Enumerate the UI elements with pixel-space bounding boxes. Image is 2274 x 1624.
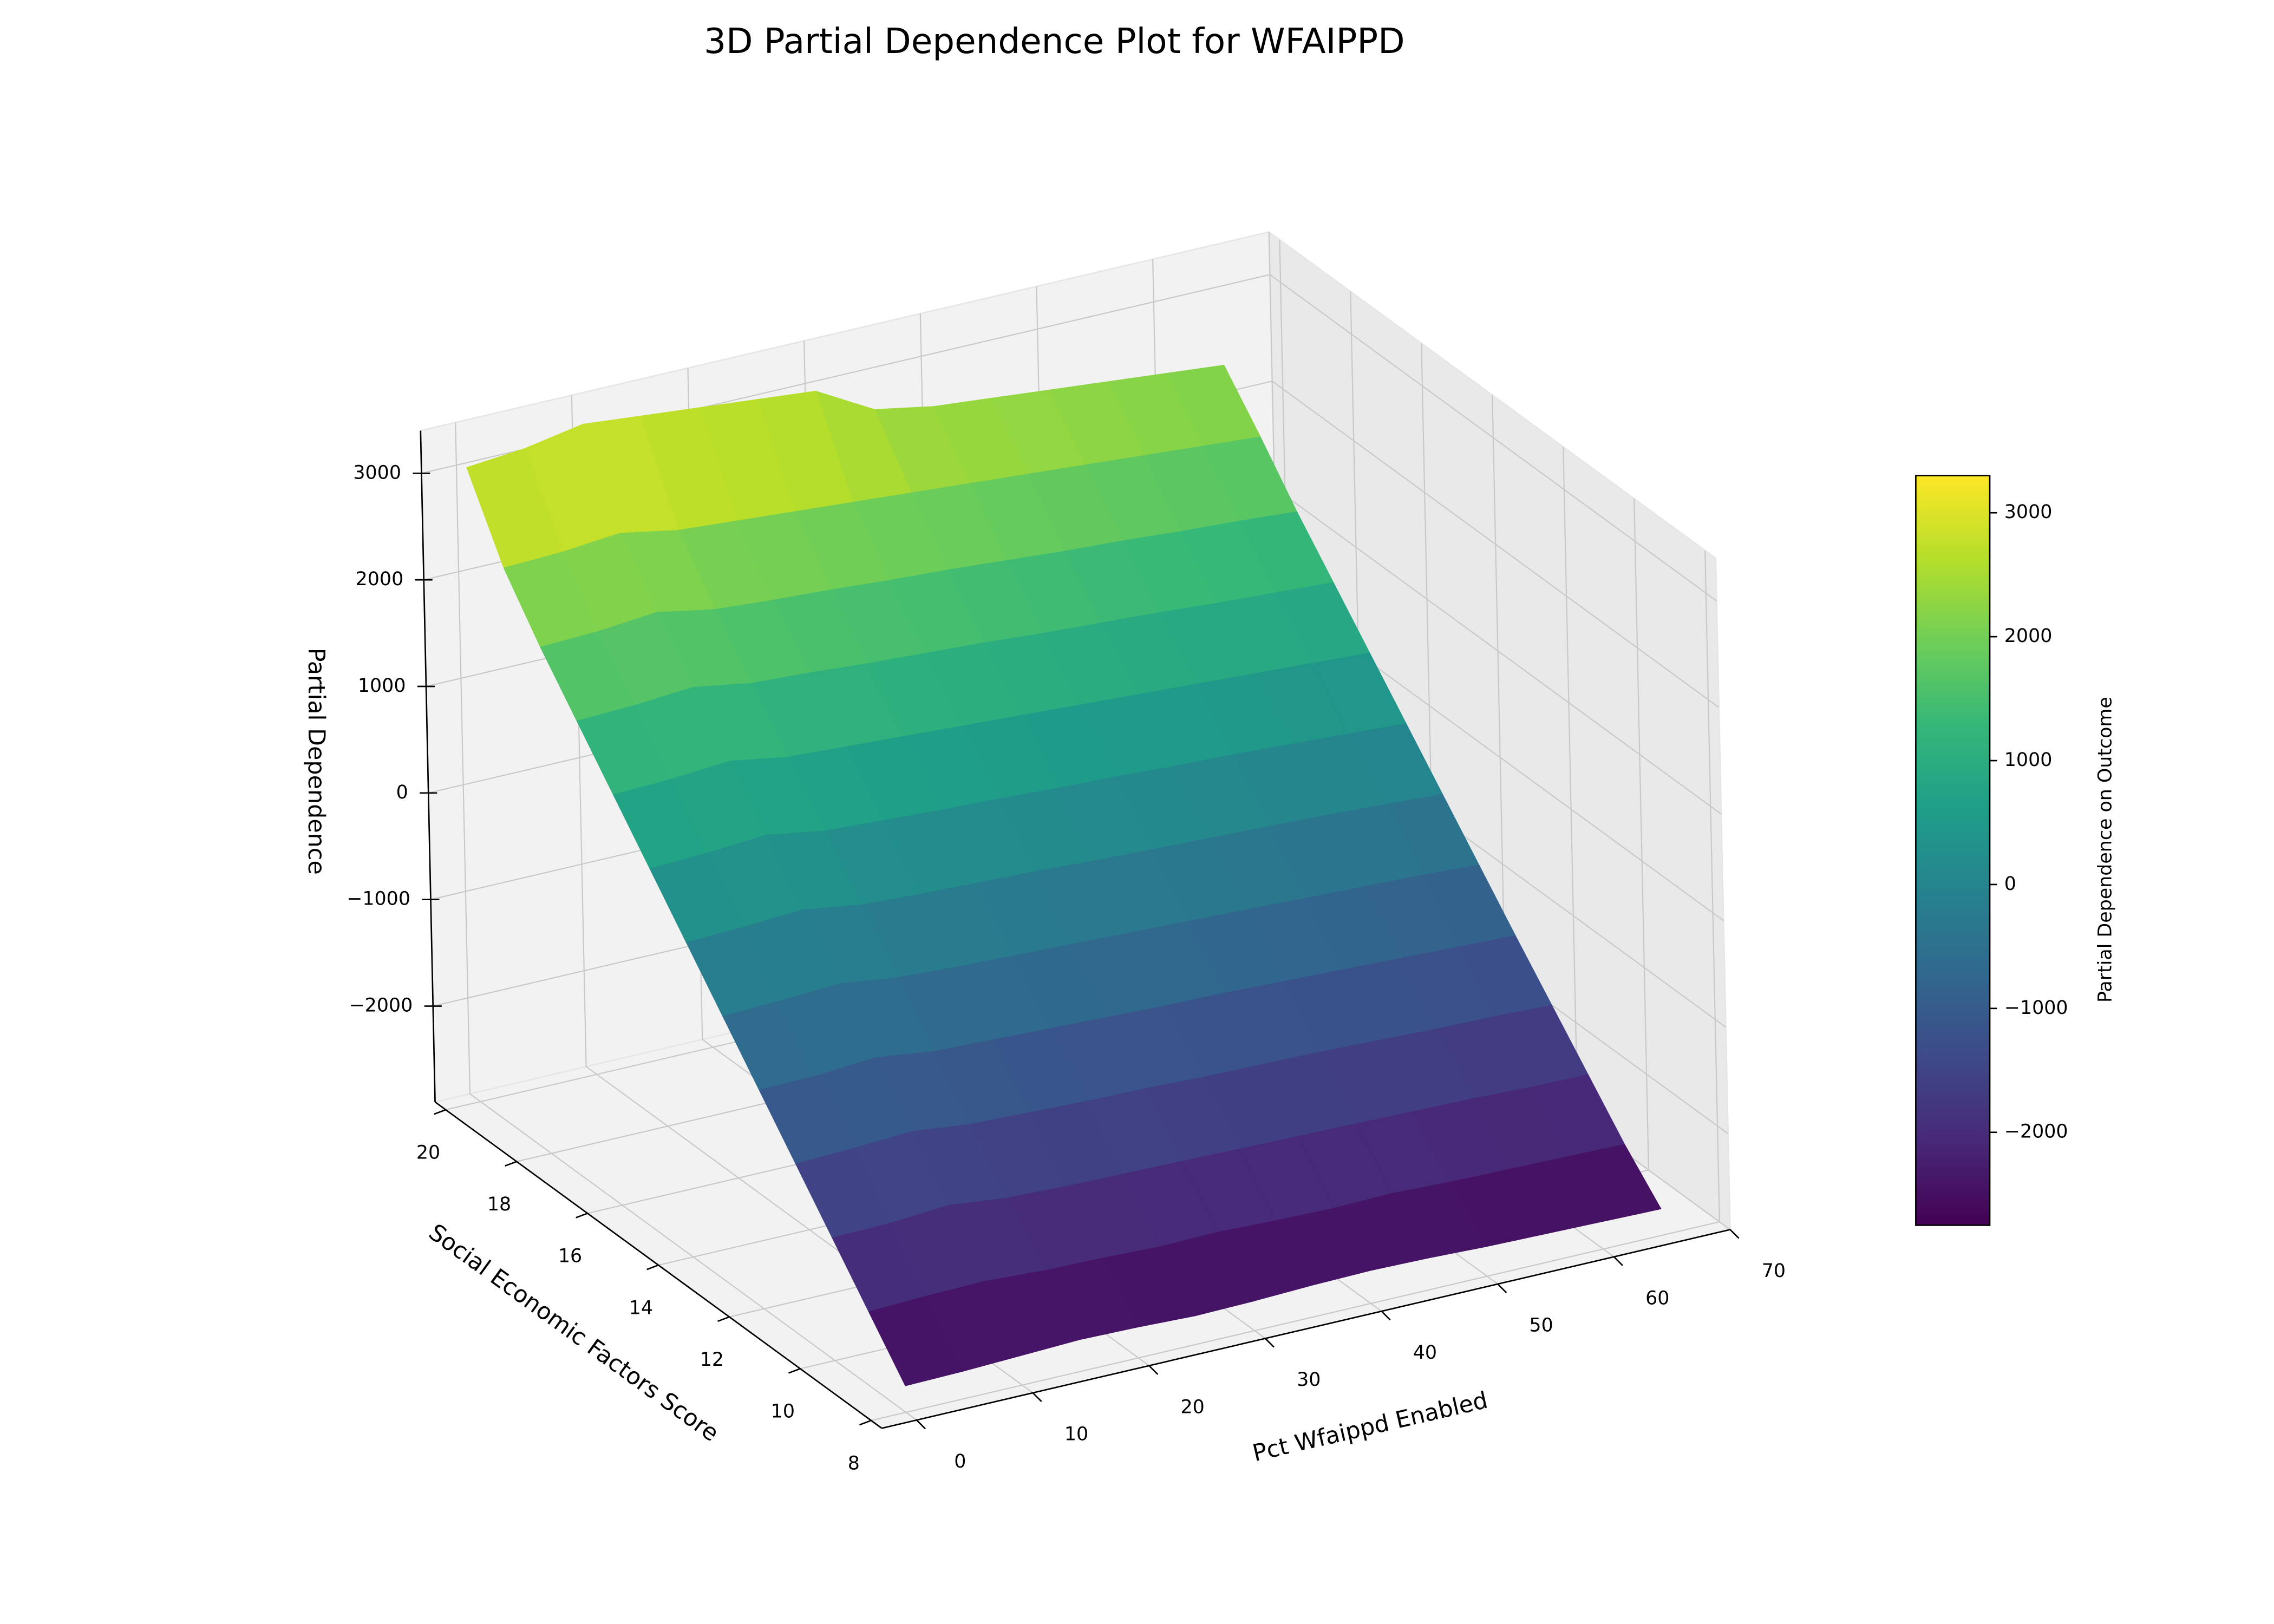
z-tick-label: 3000	[353, 462, 401, 483]
y-tick-label: 16	[558, 1246, 582, 1267]
tick-mark	[859, 1419, 872, 1426]
x-tick-label: 50	[1529, 1315, 1553, 1337]
colorbar-label: Partial Dependence on Outcome	[2094, 697, 2116, 1003]
z-axis-line	[420, 430, 436, 1102]
colorbar-tick-label: −1000	[2004, 997, 2068, 1019]
z-tick-label: −1000	[347, 888, 410, 910]
tick-mark	[1613, 1256, 1623, 1266]
y-axis-line	[434, 1101, 883, 1429]
z-tick-label: 1000	[358, 675, 406, 697]
surface	[466, 364, 1662, 1386]
grid-line	[455, 422, 917, 1421]
x-tick-label: 40	[1413, 1342, 1437, 1364]
colorbar-tick-label: 2000	[2004, 625, 2053, 647]
tick-mark	[1264, 1338, 1275, 1348]
y-tick-label: 12	[700, 1349, 724, 1371]
x-tick-label: 70	[1762, 1260, 1786, 1282]
x-tick-label: 0	[954, 1451, 966, 1472]
x-tick-label: 30	[1297, 1369, 1321, 1391]
colorbar	[1915, 475, 1991, 1226]
chart-title: 3D Partial Dependence Plot for WFAIPPD	[704, 21, 1405, 62]
tick-mark	[434, 1109, 446, 1115]
x-tick-label: 60	[1645, 1287, 1669, 1309]
x-tick-label: 20	[1180, 1396, 1204, 1418]
grid-line	[871, 550, 1720, 1422]
tick-mark	[1148, 1365, 1159, 1375]
surface-patch	[868, 1295, 964, 1386]
x-tick-label: 10	[1064, 1424, 1088, 1445]
tick-mark	[1729, 1229, 1740, 1239]
tick-mark	[646, 1264, 659, 1271]
tick-mark	[1497, 1284, 1507, 1293]
colorbar-tick-label: 1000	[2004, 749, 2053, 771]
y-tick-label: 18	[487, 1194, 511, 1215]
tick-mark	[576, 1213, 588, 1219]
x-axis-label: Pct Wfaippd Enabled	[1250, 1387, 1491, 1468]
colorbar-tick-label: 0	[2004, 873, 2016, 895]
z-tick-label: −2000	[349, 995, 413, 1017]
tick-mark	[1032, 1392, 1042, 1403]
axes: 0 10 20 30 40 50 60 70 8 10 12 14 16 18 20 −2000 −1000 0 1…	[347, 430, 1786, 1474]
tick-mark	[916, 1419, 926, 1430]
tick-mark	[1381, 1311, 1391, 1321]
x-axis-line	[881, 1229, 1730, 1429]
z-axis-label: Partial Dependence	[303, 648, 330, 875]
y-tick-label: 20	[416, 1142, 440, 1163]
y-tick-label: 14	[629, 1297, 653, 1319]
tick-mark	[505, 1161, 517, 1167]
z-tick-label: 2000	[356, 568, 404, 590]
y-tick-label: 10	[771, 1401, 795, 1423]
y-tick-label: 8	[848, 1452, 860, 1474]
colorbar-tick-label: −2000	[2004, 1121, 2068, 1143]
colorbar-tick-label: 3000	[2004, 501, 2053, 523]
tick-mark	[788, 1368, 801, 1374]
colorbar-ticks: −2000 −1000 0 1000 2000 3000	[1989, 501, 2068, 1143]
z-tick-label: 0	[396, 782, 408, 803]
tick-mark	[717, 1316, 730, 1322]
